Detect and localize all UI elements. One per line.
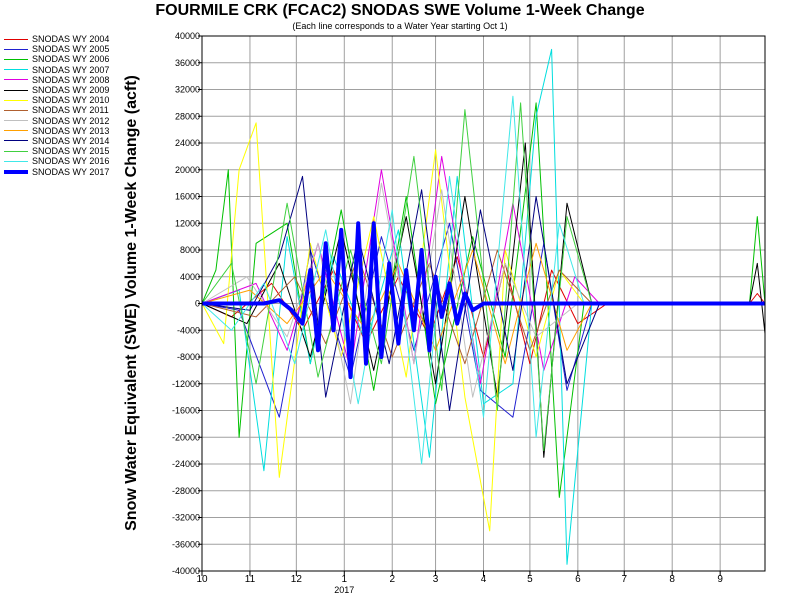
legend-label: SNODAS WY 2010 xyxy=(32,95,110,106)
x-tick-label: 10 xyxy=(196,574,208,585)
legend-label: SNODAS WY 2006 xyxy=(32,54,110,65)
legend-swatch xyxy=(4,120,28,122)
legend-label: SNODAS WY 2016 xyxy=(32,156,110,167)
legend-swatch xyxy=(4,169,28,174)
y-tick-label: -16000 xyxy=(172,406,200,416)
legend-item: SNODAS WY 2009 xyxy=(4,85,129,95)
legend-item: SNODAS WY 2014 xyxy=(4,136,129,146)
y-tick-label: 40000 xyxy=(175,31,200,41)
y-tick-label: 4000 xyxy=(180,272,200,282)
series-line-snodas-wy-2015 xyxy=(201,102,765,452)
legend-item: SNODAS WY 2011 xyxy=(4,105,129,115)
series-line-snodas-wy-2013 xyxy=(201,242,765,365)
y-tick-label: 32000 xyxy=(175,85,200,95)
legend-swatch xyxy=(4,69,28,71)
y-tick-label: -4000 xyxy=(177,325,200,335)
x-tick-label: 7 xyxy=(621,574,627,585)
series-line-snodas-wy-2016 xyxy=(201,95,765,465)
legend-swatch xyxy=(4,58,28,60)
legend-swatch xyxy=(4,140,28,142)
x-tick-label: 5 xyxy=(527,574,533,585)
series-line-snodas-wy-2010 xyxy=(201,122,765,532)
legend-label: SNODAS WY 2014 xyxy=(32,135,110,146)
legend-item: SNODAS WY 2004 xyxy=(4,34,129,44)
chart-title: FOURMILE CRK (FCAC2) SNODAS SWE Volume 1… xyxy=(155,2,645,19)
legend-item: SNODAS WY 2006 xyxy=(4,54,129,64)
legend-swatch xyxy=(4,48,28,50)
chart-subtitle: (Each line corresponds to a Water Year s… xyxy=(292,21,508,31)
series-line-snodas-wy-2008 xyxy=(201,155,765,385)
y-tick-label: -12000 xyxy=(172,379,200,389)
y-tick-label: 8000 xyxy=(180,245,200,255)
legend-label: SNODAS WY 2017 xyxy=(32,166,110,177)
legend-item: SNODAS WY 2005 xyxy=(4,44,129,54)
legend-item: SNODAS WY 2016 xyxy=(4,156,129,166)
legend-label: SNODAS WY 2011 xyxy=(32,105,109,116)
legend-swatch xyxy=(4,130,28,132)
legend-item: SNODAS WY 2017 xyxy=(4,166,129,177)
x-tick-label: 2 xyxy=(389,574,395,585)
series-line-snodas-wy-2011 xyxy=(201,249,765,365)
y-tick-label: -32000 xyxy=(172,513,200,523)
y-tick-label: 16000 xyxy=(175,192,200,202)
x-tick-label: 3 xyxy=(433,574,439,585)
legend-item: SNODAS WY 2015 xyxy=(4,146,129,156)
y-tick-label: 28000 xyxy=(175,111,200,121)
series-layer xyxy=(201,48,766,565)
legend-label: SNODAS WY 2004 xyxy=(32,34,110,45)
plot-frame xyxy=(201,35,766,572)
legend-swatch xyxy=(4,99,28,101)
legend-label: SNODAS WY 2008 xyxy=(32,74,110,85)
legend-swatch xyxy=(4,109,28,111)
x-tick-label: 6 xyxy=(575,574,581,585)
legend: SNODAS WY 2004 SNODAS WY 2005 SNODAS WY 20… xyxy=(4,34,129,177)
legend-label: SNODAS WY 2013 xyxy=(32,125,110,136)
x-tick-label: 4 xyxy=(481,574,487,585)
legend-item: SNODAS WY 2007 xyxy=(4,65,129,75)
legend-swatch xyxy=(4,89,28,91)
legend-item: SNODAS WY 2013 xyxy=(4,126,129,136)
legend-label: SNODAS WY 2007 xyxy=(32,64,110,75)
x-year-label: 2017 xyxy=(334,585,354,595)
y-tick-label: 12000 xyxy=(175,218,200,228)
y-tick-label: -24000 xyxy=(172,459,200,469)
axis-layer: 4000036000320002800024000200001600012000… xyxy=(172,31,766,595)
y-tick-label: -28000 xyxy=(172,486,200,496)
legend-swatch xyxy=(4,79,28,81)
x-tick-label: 8 xyxy=(669,574,675,585)
y-tick-label: -20000 xyxy=(172,432,200,442)
y-tick-label: -8000 xyxy=(177,352,200,362)
y-axis-label: Snow Water Equivalent (SWE) Volume 1-Wee… xyxy=(123,75,140,531)
x-tick-label: 12 xyxy=(291,574,303,585)
x-tick-label: 9 xyxy=(717,574,723,585)
legend-label: SNODAS WY 2009 xyxy=(32,85,110,96)
series-line-snodas-wy-2017 xyxy=(202,221,765,380)
y-tick-label: 20000 xyxy=(175,165,200,175)
y-tick-label: 0 xyxy=(195,299,200,309)
series-line-snodas-wy-2005 xyxy=(201,222,765,418)
legend-label: SNODAS WY 2005 xyxy=(32,44,110,55)
legend-item: SNODAS WY 2010 xyxy=(4,95,129,105)
legend-label: SNODAS WY 2015 xyxy=(32,146,110,157)
y-tick-label: -40000 xyxy=(172,566,200,576)
x-tick-label: 11 xyxy=(245,574,256,585)
legend-item: SNODAS WY 2012 xyxy=(4,116,129,126)
legend-swatch xyxy=(4,38,28,40)
series-line-snodas-wy-2007 xyxy=(201,48,765,565)
legend-item: SNODAS WY 2008 xyxy=(4,75,129,85)
legend-swatch xyxy=(4,160,28,162)
legend-label: SNODAS WY 2012 xyxy=(32,115,110,126)
x-tick-label: 1 xyxy=(342,574,348,585)
y-tick-label: 36000 xyxy=(175,58,200,68)
y-tick-label: -36000 xyxy=(172,539,200,549)
legend-swatch xyxy=(4,150,28,152)
y-tick-label: 24000 xyxy=(175,138,200,148)
